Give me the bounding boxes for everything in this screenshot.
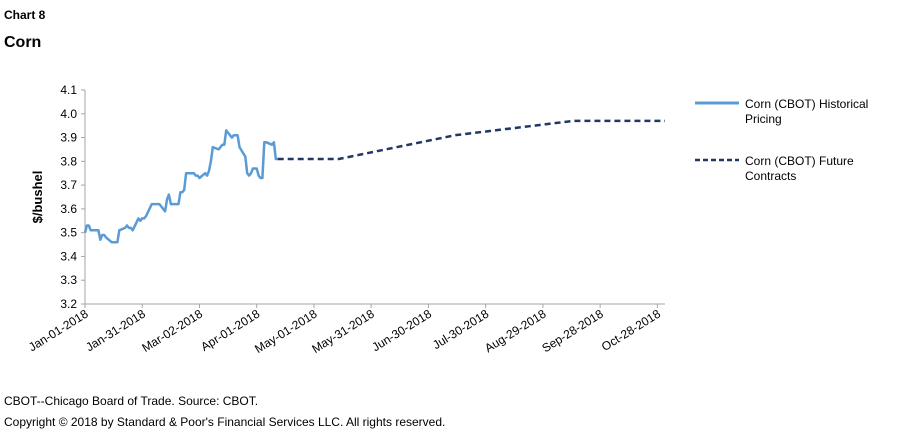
chart-number-label: Chart 8 bbox=[4, 8, 46, 22]
y-tick-label: 3.2 bbox=[60, 297, 77, 311]
y-tick-label: 3.8 bbox=[60, 154, 77, 168]
y-tick-label: 4.1 bbox=[60, 83, 77, 97]
legend-label: Corn (CBOT) Historical Pricing bbox=[745, 97, 869, 126]
x-tick-label: Sep-28-2018 bbox=[539, 307, 606, 356]
y-tick-label: 4.0 bbox=[60, 107, 77, 121]
legend-swatch-solid bbox=[695, 101, 739, 105]
x-tick-label: Oct-28-2018 bbox=[599, 306, 663, 353]
y-tick-label: 3.7 bbox=[60, 178, 77, 192]
x-tick-label: Jan-01-2018 bbox=[26, 307, 91, 355]
legend-label: Corn (CBOT) Future Contracts bbox=[745, 154, 854, 183]
x-tick-label: Mar-02-2018 bbox=[139, 306, 205, 354]
y-tick-label: 3.6 bbox=[60, 202, 77, 216]
chart-axes: 3.2 3.3 3.4 3.5 3.6 3.7 3.8 3.9 4.0 4.1 Jan-01-201… bbox=[26, 83, 665, 356]
legend-swatch-dashed bbox=[695, 158, 739, 162]
series-line-futures bbox=[277, 119, 665, 161]
y-tick-label: 3.9 bbox=[60, 131, 77, 145]
x-tick-label: Jun-30-2018 bbox=[369, 307, 434, 355]
x-tick-label: May-01-2018 bbox=[252, 307, 320, 357]
chart-title: Corn bbox=[4, 34, 42, 51]
legend-item-futures: Corn (CBOT) Future Contracts bbox=[695, 154, 895, 190]
y-tick-label: 3.5 bbox=[60, 226, 77, 240]
series-line-historical bbox=[83, 129, 278, 244]
legend-item-historical: Corn (CBOT) Historical Pricing bbox=[695, 97, 895, 133]
y-tick-label: 3.4 bbox=[60, 249, 77, 263]
source-note: CBOT--Chicago Board of Trade. Source: CB… bbox=[4, 394, 259, 408]
chart-series bbox=[83, 119, 665, 244]
y-tick-label: 3.3 bbox=[60, 273, 77, 287]
x-tick-label: May-31-2018 bbox=[309, 307, 377, 357]
x-tick-label: Aug-29-2018 bbox=[482, 307, 549, 356]
copyright-note: Copyright © 2018 by Standard & Poor's Fi… bbox=[4, 415, 446, 429]
y-axis-label: $/bushel bbox=[30, 171, 45, 224]
x-tick-label: Jan-31-2018 bbox=[83, 307, 148, 355]
